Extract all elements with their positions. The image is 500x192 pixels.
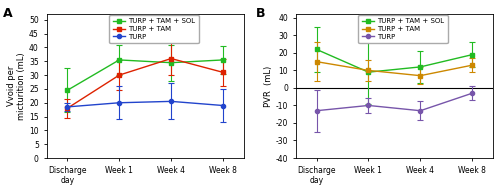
Text: B: B [256,7,266,20]
Legend: TURP + TAM + SOL, TURP + TAM, TURP: TURP + TAM + SOL, TURP + TAM, TURP [109,15,198,43]
Y-axis label: PVR  (mL): PVR (mL) [264,65,273,107]
Text: A: A [3,7,13,20]
Legend: TURP + TAM + SOL, TURP + TAM, TURP: TURP + TAM + SOL, TURP + TAM, TURP [358,15,448,43]
Y-axis label: Vvoid per
micturition (mL): Vvoid per micturition (mL) [7,52,26,120]
